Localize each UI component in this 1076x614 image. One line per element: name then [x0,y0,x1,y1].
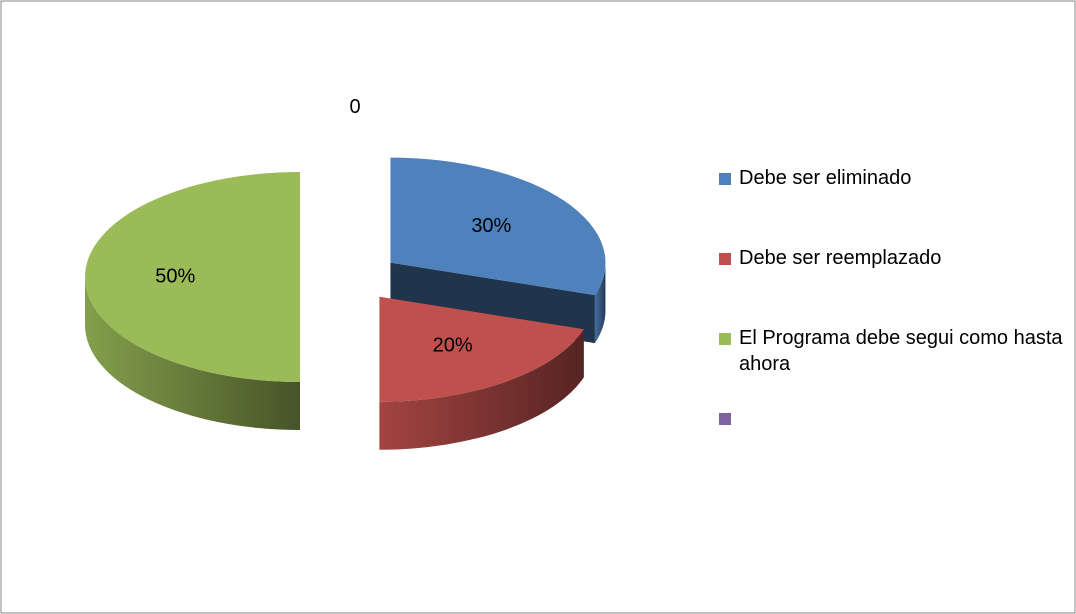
legend: Debe ser eliminado Debe ser reemplazado El… [719,165,1064,485]
legend-swatch [719,173,731,185]
legend-label: El Programa debe segui como hasta ahora [739,327,1063,375]
legend-entry: Debe ser eliminado [719,165,1064,191]
slice [379,296,584,402]
slice-wall [379,329,584,450]
data-label: 30% [471,215,511,237]
data-label: 50% [155,265,195,287]
legend-label: Debe ser reemplazado [739,247,942,269]
slice [85,172,300,382]
slice-wall [85,277,300,430]
legend-swatch [719,413,731,425]
legend-entry: El Programa debe segui como hasta ahora [719,325,1064,377]
slice-wall [594,262,606,344]
data-label: 20% [433,334,473,356]
legend-swatch [719,253,731,265]
legend-swatch [719,333,731,345]
slice [390,157,606,296]
legend-label: Debe ser eliminado [739,167,912,189]
legend-entry: Debe ser reemplazado [719,245,1064,271]
data-label: 0 [349,96,360,118]
legend-entry [719,405,1064,431]
